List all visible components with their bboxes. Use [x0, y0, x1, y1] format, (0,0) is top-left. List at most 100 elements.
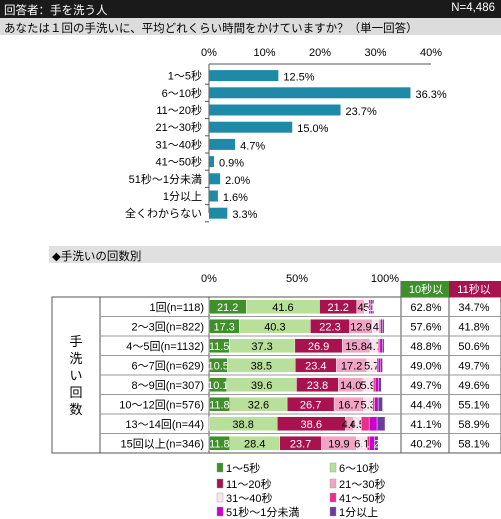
segment-label: 12.9	[350, 321, 371, 333]
segment-label: 38.5	[251, 360, 272, 372]
stack-segment	[380, 319, 383, 334]
summary-header-bg	[401, 281, 449, 297]
legend-label: 11～20秒	[226, 477, 272, 491]
segment-label: 23.8	[307, 380, 328, 392]
legend-swatch	[216, 462, 224, 473]
stack-segment	[379, 338, 383, 353]
segment-label: 26.9	[308, 341, 329, 353]
summary-value: 55.1%	[458, 399, 489, 411]
category-label: 1～5秒	[168, 69, 202, 83]
legend-label: 1～5秒	[226, 461, 260, 475]
x-tick-label: 0%	[201, 273, 217, 285]
segment-label: 5.9	[361, 380, 376, 392]
bar	[209, 70, 279, 82]
data-label: 12.5%	[283, 72, 314, 84]
x-tick-label: 50%	[286, 273, 308, 285]
data-label: 15.0%	[297, 123, 328, 135]
sample-size-label: N=4,486	[451, 2, 495, 14]
summary-value: 44.4%	[410, 399, 441, 411]
segment-label: 38.8	[232, 419, 253, 431]
data-label: 3.3%	[232, 209, 257, 221]
category-label: 10～12回(n=576)	[119, 398, 204, 411]
legend-swatch	[329, 492, 337, 503]
category-label: 15回以上(n=346)	[121, 437, 204, 450]
section-title-bar: ◆手洗いの回数別	[49, 246, 501, 263]
legend-label: 21～30秒	[339, 477, 385, 491]
section-title: ◆手洗いの回数別	[52, 251, 142, 263]
legend-label: 31～40秒	[226, 491, 272, 505]
stack-segment	[377, 397, 383, 412]
bar	[209, 121, 293, 133]
category-label: 51秒～1分未満	[129, 172, 202, 186]
summary-header: 11秒以	[457, 282, 490, 296]
summary-value: 48.8%	[410, 341, 441, 353]
segment-label: 16.7	[338, 399, 359, 411]
summary-value: 50.6%	[458, 341, 489, 353]
category-label: 13～14回(n=44)	[125, 418, 204, 431]
summary-value: 49.6%	[458, 380, 489, 392]
segment-label: 23.7	[290, 438, 311, 450]
data-label: 4.7%	[240, 140, 265, 152]
segment-label: 28.4	[244, 438, 265, 450]
category-label: 1分以上	[163, 190, 202, 203]
stack-segment	[374, 377, 379, 392]
summary-value: 40.2%	[410, 438, 441, 450]
segment-label: 37.3	[251, 341, 272, 353]
summary-value: 34.7%	[458, 302, 489, 314]
segment-label: 11.8	[209, 438, 230, 450]
category-label: 1回(n=118)	[149, 301, 204, 314]
bar	[209, 207, 228, 219]
summary-value: 58.9%	[458, 419, 489, 431]
category-label: 6～7回(n=629)	[132, 359, 204, 372]
segment-label: 5.7	[364, 360, 379, 372]
segment-label: 4.6	[342, 419, 357, 431]
summary-value: 49.7%	[458, 360, 489, 372]
bar	[209, 190, 218, 202]
respondents-label: 回答者：手を洗う人	[4, 5, 108, 17]
summary-header: 10秒以	[409, 282, 443, 296]
stack-segment	[378, 377, 382, 392]
row-group-label: 回	[69, 385, 82, 400]
segment-label: 4.7	[367, 341, 382, 353]
row-group-label: 数	[69, 402, 82, 417]
category-label: 2～3回(n=822)	[132, 320, 204, 333]
summary-value: 58.1%	[458, 438, 489, 450]
bar	[209, 173, 221, 185]
summary-value: 41.8%	[458, 321, 489, 333]
legend-label: 51秒～1分未満	[226, 505, 299, 519]
summary-header-bg	[449, 281, 501, 297]
category-label: 8～9回(n=307)	[132, 379, 204, 392]
legend-swatch	[329, 478, 337, 489]
segment-label: 4	[373, 321, 379, 333]
segment-label: 40.3	[264, 321, 285, 333]
segment-label: 1	[370, 302, 376, 314]
stack-segment	[368, 416, 378, 431]
stack-segment	[373, 377, 376, 392]
summary-value: 62.8%	[410, 302, 441, 314]
question-bar: あなたは１回の手洗いに、平均どれくらい時間をかけていますか？（単一回答）	[0, 18, 501, 35]
stack-segment	[374, 436, 379, 451]
segment-label: 2	[373, 438, 379, 450]
segment-label: 15.8	[345, 341, 366, 353]
category-label: 全くわからない	[125, 206, 202, 220]
legend-label: 1分以上	[339, 506, 378, 519]
header-bar: 回答者：手を洗う人 N=4,486	[0, 0, 501, 18]
stack-segment	[382, 319, 385, 334]
stack-segment	[382, 338, 385, 353]
segment-label: 17.2	[341, 360, 362, 372]
data-label: 2.0%	[225, 175, 250, 187]
category-label: 41～50秒	[156, 155, 202, 169]
legend-swatch	[329, 506, 337, 517]
table-frame	[51, 296, 501, 454]
category-label: 21～30秒	[156, 120, 202, 134]
row-group-label: 洗	[69, 351, 82, 366]
data-label: 23.7%	[346, 106, 377, 118]
segment-label: 10.5	[208, 360, 229, 372]
x-tick-label: 0%	[201, 47, 217, 59]
legend-swatch	[216, 478, 224, 489]
category-label: 6～10秒	[162, 86, 202, 100]
category-label: 11～20秒	[156, 103, 202, 117]
legend-swatch	[216, 492, 224, 503]
bar	[209, 138, 236, 150]
